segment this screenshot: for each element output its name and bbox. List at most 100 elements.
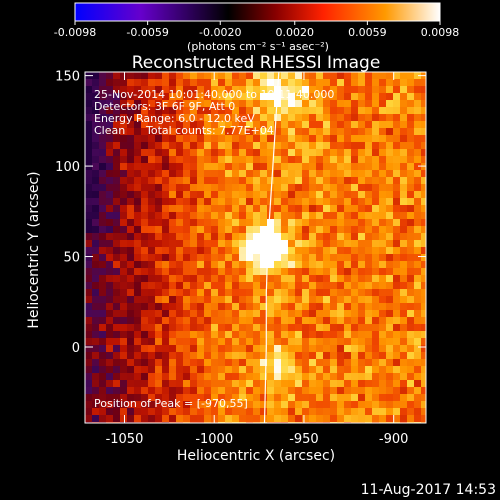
heatmap-cell: [183, 261, 191, 269]
heatmap-cell: [134, 107, 142, 115]
heatmap-cell: [197, 142, 205, 150]
heatmap-cell: [260, 149, 268, 157]
heatmap-cell: [393, 72, 401, 80]
heatmap-cell: [414, 149, 422, 157]
heatmap-cell: [134, 205, 142, 213]
heatmap-cell: [351, 247, 359, 255]
heatmap-cell: [211, 163, 219, 171]
heatmap-cell: [365, 275, 373, 283]
heatmap-cell: [253, 331, 261, 339]
heatmap-cell: [295, 128, 303, 136]
heatmap-cell: [127, 100, 135, 108]
heatmap-cell: [337, 149, 345, 157]
heatmap-cell: [197, 156, 205, 164]
heatmap-cell: [127, 373, 135, 381]
heatmap-cell: [134, 191, 142, 199]
heatmap-cell: [407, 345, 415, 353]
heatmap-cell: [414, 366, 422, 374]
heatmap-cell: [302, 79, 310, 87]
heatmap-cell: [379, 121, 387, 129]
heatmap-cell: [218, 331, 226, 339]
heatmap-cell: [414, 86, 422, 94]
heatmap-cell: [246, 345, 254, 353]
heatmap-cell: [414, 394, 422, 402]
heatmap-cell: [295, 254, 303, 262]
heatmap-cell: [337, 401, 345, 409]
colorbar-tick-label: 0.0059: [348, 26, 387, 39]
heatmap-cell: [120, 359, 128, 367]
heatmap-cell: [134, 219, 142, 227]
heatmap-cell: [120, 100, 128, 108]
heatmap-cell: [155, 72, 163, 80]
heatmap-cell: [127, 163, 135, 171]
heatmap-cell: [309, 401, 317, 409]
heatmap-cell: [232, 366, 240, 374]
heatmap-cell: [120, 142, 128, 150]
heatmap-cell: [120, 366, 128, 374]
heatmap-cell: [225, 317, 233, 325]
heatmap-cell: [92, 240, 100, 248]
heatmap-cell: [225, 310, 233, 318]
heatmap-cell: [379, 114, 387, 122]
heatmap-cell: [260, 93, 268, 101]
heatmap-cell: [141, 359, 149, 367]
heatmap-cell: [365, 121, 373, 129]
heatmap-cell: [351, 296, 359, 304]
heatmap-cell: [400, 149, 408, 157]
heatmap-cell: [176, 303, 184, 311]
heatmap-cell: [358, 135, 366, 143]
heatmap-cell: [176, 135, 184, 143]
heatmap-cell: [386, 366, 394, 374]
heatmap-cell: [260, 415, 268, 423]
heatmap-cell: [113, 79, 121, 87]
heatmap-cell: [183, 317, 191, 325]
heatmap-cell: [183, 331, 191, 339]
heatmap-cell: [372, 338, 380, 346]
heatmap-cell: [106, 121, 114, 129]
heatmap-cell: [372, 170, 380, 178]
heatmap-cell: [148, 275, 156, 283]
heatmap-cell: [239, 86, 247, 94]
heatmap-cell: [316, 268, 324, 276]
heatmap-cell: [400, 170, 408, 178]
heatmap-cell: [183, 254, 191, 262]
heatmap-cell: [260, 142, 268, 150]
heatmap-cell: [393, 345, 401, 353]
heatmap-cell: [309, 212, 317, 220]
heatmap-cell: [253, 359, 261, 367]
heatmap-cell: [407, 205, 415, 213]
heatmap-cell: [169, 142, 177, 150]
heatmap-cell: [316, 338, 324, 346]
heatmap-cell: [302, 128, 310, 136]
heatmap-cell: [155, 86, 163, 94]
heatmap-cell: [85, 149, 93, 157]
heatmap-cell: [309, 345, 317, 353]
heatmap-cell: [253, 282, 261, 290]
colorbar-tick-label: 0.0020: [275, 26, 314, 39]
heatmap-cell: [372, 128, 380, 136]
heatmap-cell: [113, 380, 121, 388]
heatmap-cell: [351, 401, 359, 409]
heatmap-cell: [393, 401, 401, 409]
heatmap-cell: [281, 317, 289, 325]
heatmap-cell: [246, 408, 254, 416]
heatmap-cell: [162, 226, 170, 234]
heatmap-cell: [92, 366, 100, 374]
heatmap-cell: [127, 212, 135, 220]
heatmap-cell: [85, 296, 93, 304]
heatmap-cell: [113, 226, 121, 234]
heatmap-cell: [148, 317, 156, 325]
heatmap-cell: [232, 86, 240, 94]
heatmap-cell: [169, 317, 177, 325]
heatmap-cell: [92, 219, 100, 227]
heatmap-cell: [288, 359, 296, 367]
heatmap-cell: [106, 114, 114, 122]
heatmap-cell: [106, 261, 114, 269]
heatmap-cell: [358, 226, 366, 234]
heatmap-cell: [267, 366, 275, 374]
heatmap-cell: [337, 310, 345, 318]
heatmap-cell: [379, 380, 387, 388]
heatmap-cell: [148, 345, 156, 353]
heatmap-cell: [239, 387, 247, 395]
heatmap-cell: [85, 128, 93, 136]
